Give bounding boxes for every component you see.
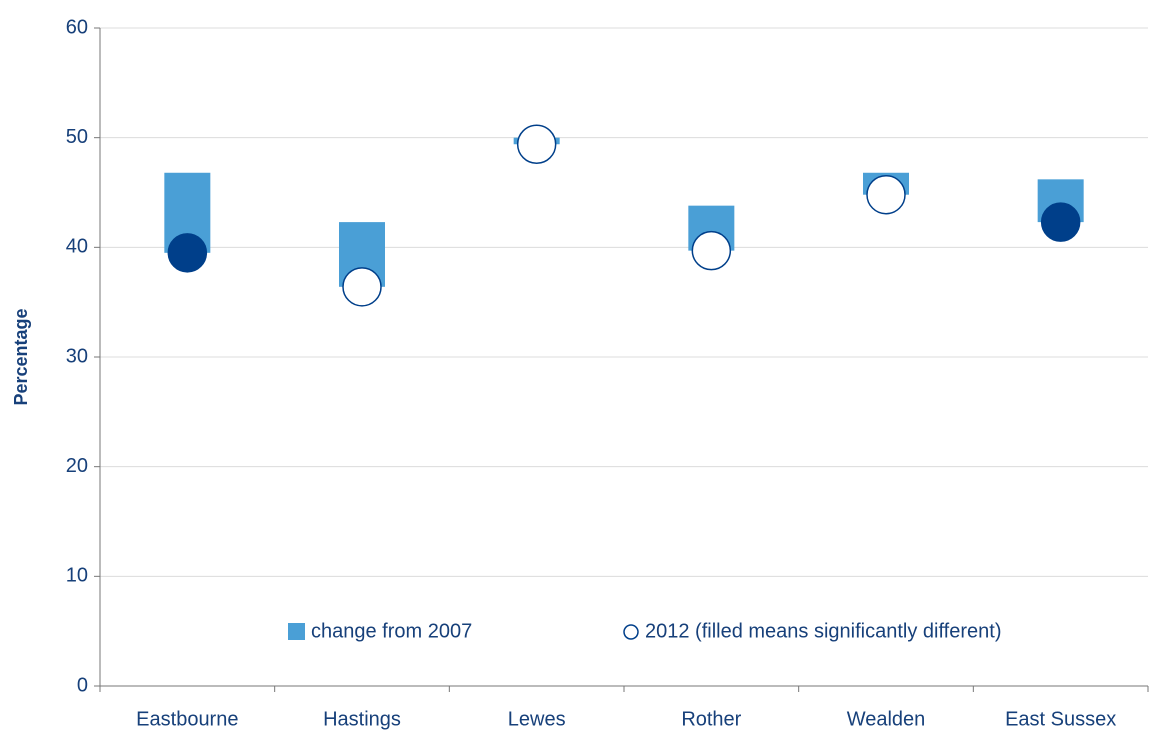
legend-swatch (288, 623, 305, 640)
y-tick-label: 50 (66, 126, 88, 148)
y-tick-label: 0 (77, 674, 88, 696)
dot-2012 (342, 267, 382, 307)
dot-2012 (691, 230, 732, 271)
dot-2012 (516, 124, 557, 164)
x-tick-label: East Sussex (1005, 708, 1116, 730)
x-tick-label: Rother (681, 708, 741, 730)
dot-2012 (1040, 202, 1081, 242)
dot-2012 (866, 174, 906, 215)
x-tick-label: Eastbourne (136, 708, 238, 730)
legend-label: 2012 (filled means significantly differe… (645, 620, 1001, 642)
y-tick-label: 20 (66, 455, 88, 477)
y-axis-label: Percentage (11, 308, 31, 405)
y-tick-label: 30 (66, 345, 88, 367)
dot-2012 (167, 233, 208, 273)
x-tick-label: Lewes (508, 708, 566, 730)
y-tick-label: 60 (66, 16, 88, 38)
y-tick-label: 40 (66, 236, 88, 258)
x-tick-label: Hastings (323, 708, 401, 730)
legend-label: change from 2007 (311, 620, 472, 642)
y-tick-label: 10 (66, 565, 88, 587)
x-tick-label: Wealden (847, 708, 926, 730)
legend-swatch (623, 624, 639, 640)
